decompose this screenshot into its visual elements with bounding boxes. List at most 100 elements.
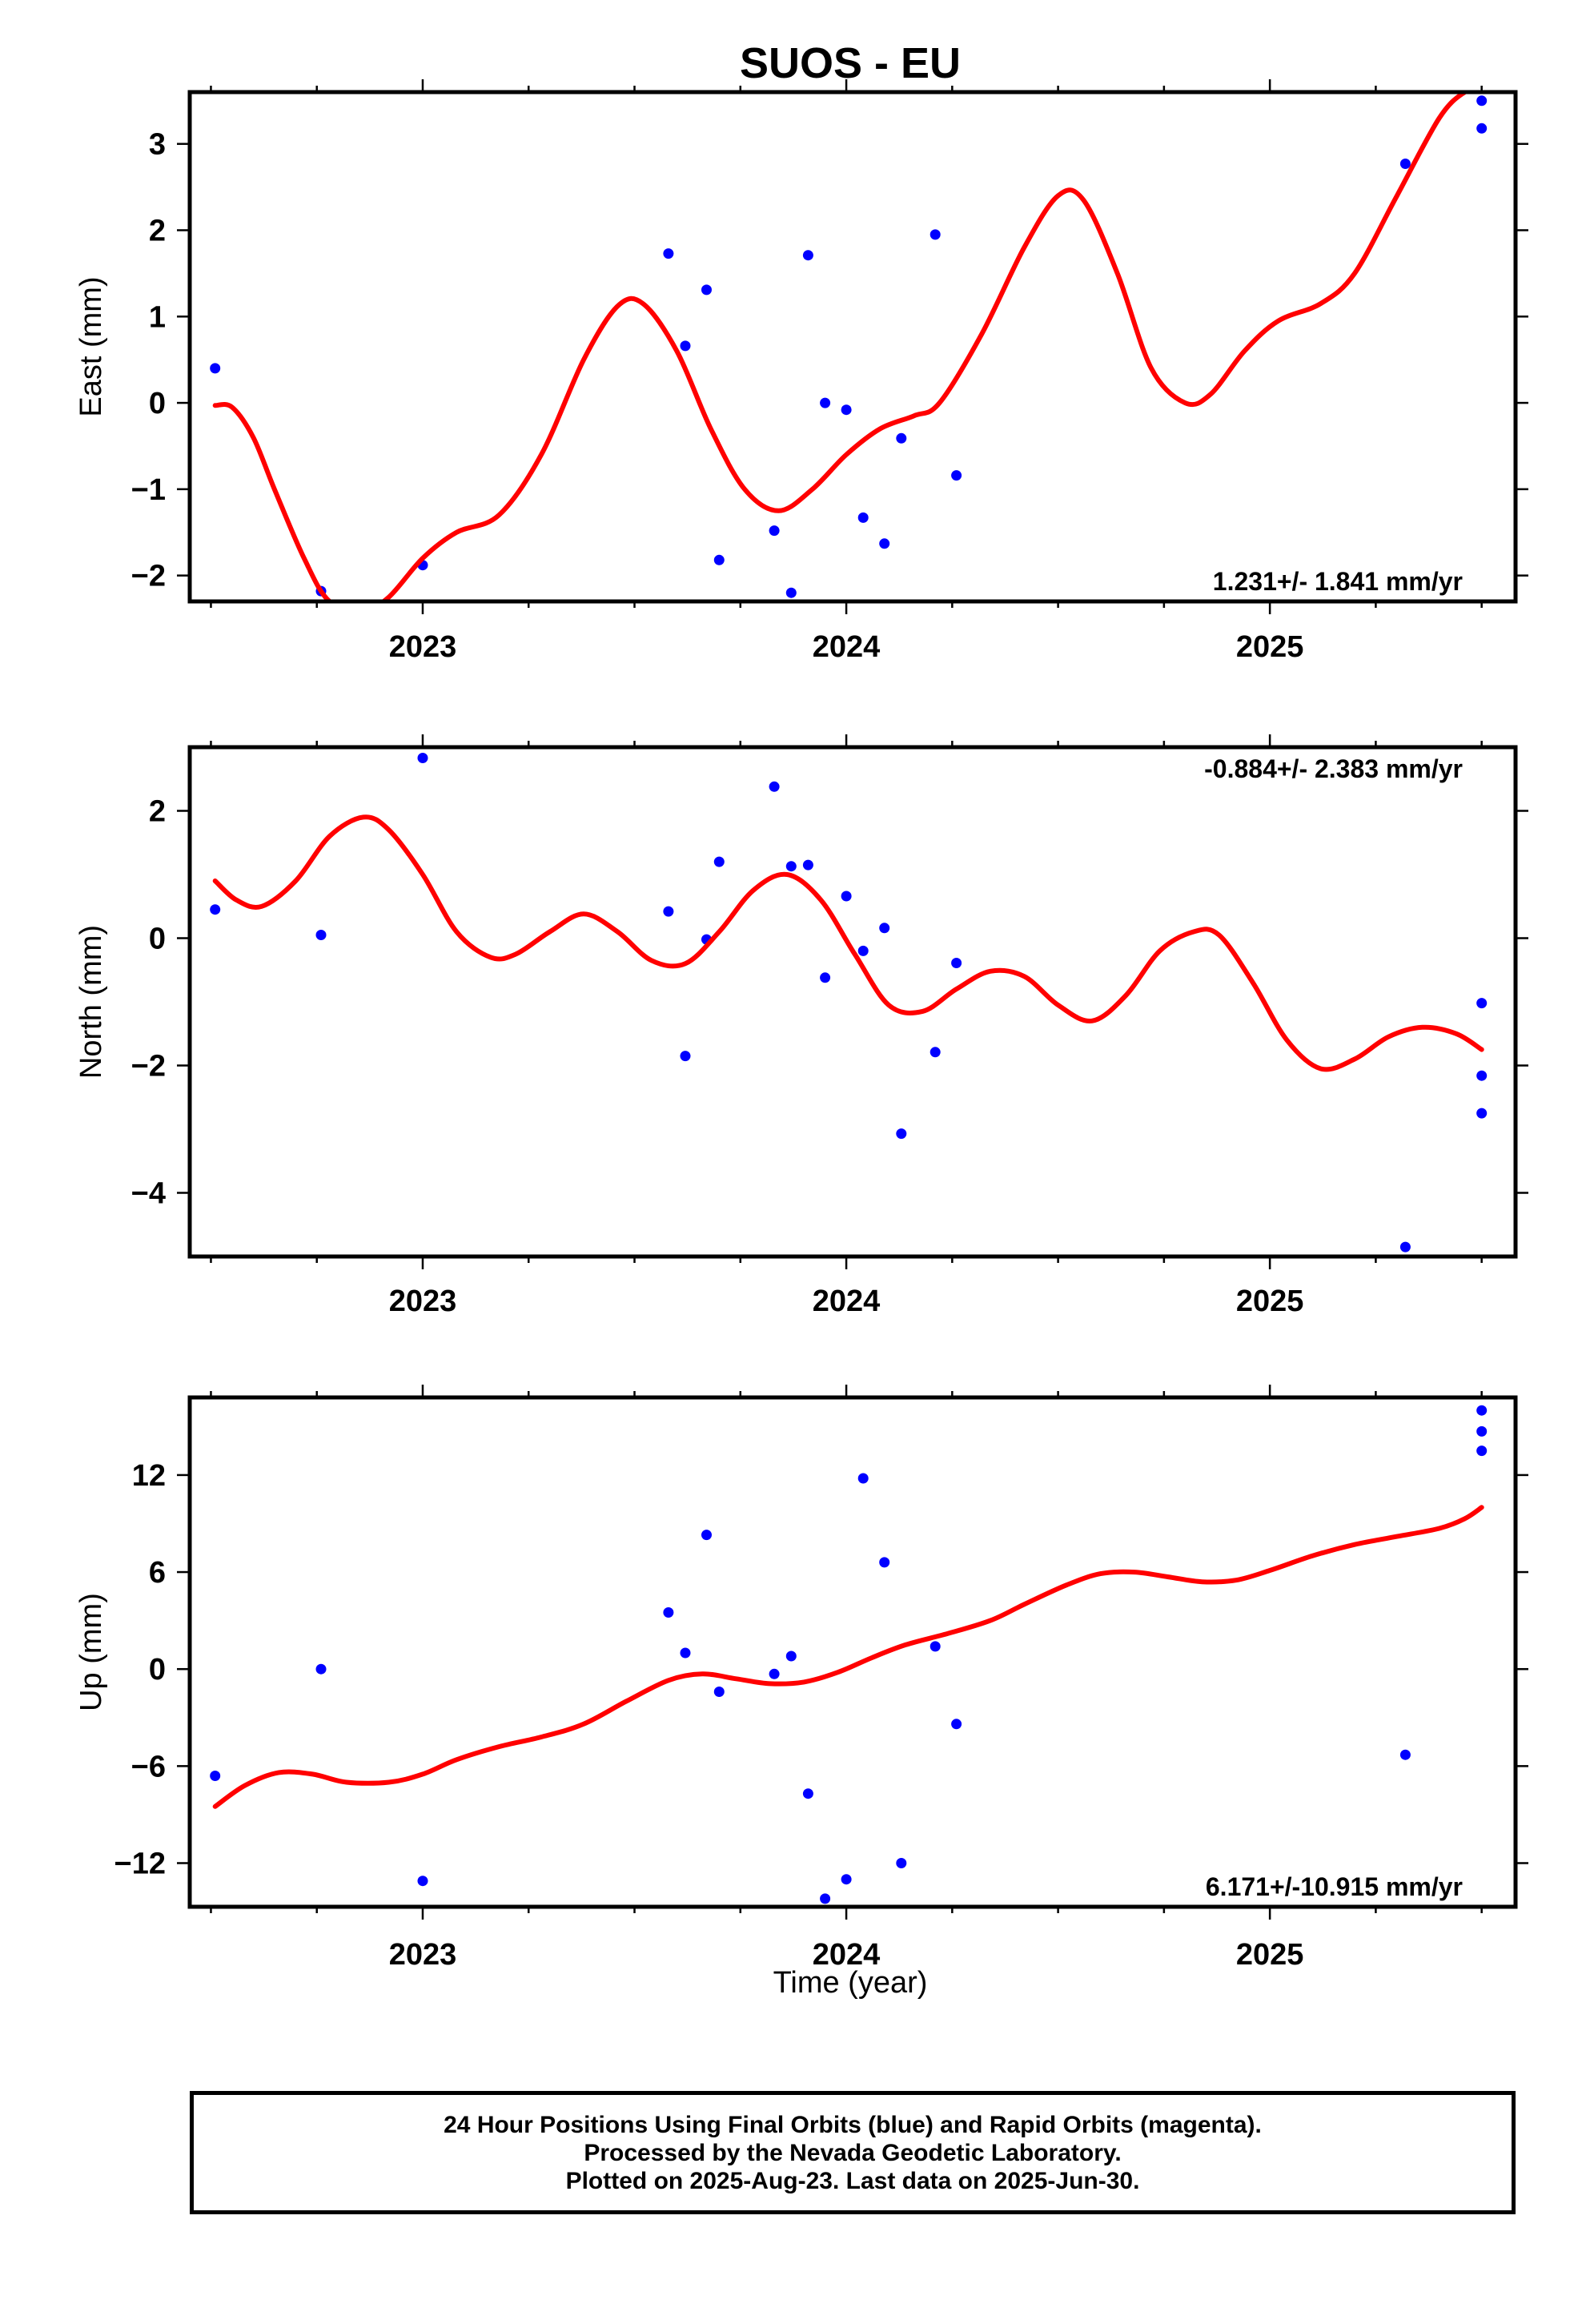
- north-rate-label: -0.884+/- 2.383 mm/yr: [1204, 754, 1463, 783]
- north-data-point: [713, 856, 725, 867]
- east-y-tick-label: 3: [149, 128, 166, 162]
- north-data-point: [1476, 998, 1488, 1009]
- east-data-point: [701, 284, 712, 296]
- up-data-point: [802, 1788, 813, 1799]
- north-x-tick-label: 2024: [813, 1285, 881, 1318]
- east-data-point: [802, 250, 813, 261]
- up-data-point: [785, 1651, 797, 1662]
- east-data-point: [680, 340, 691, 352]
- caption-box: 24 Hour Positions Using Final Orbits (bl…: [190, 2091, 1516, 2214]
- east-data-point: [1476, 95, 1488, 107]
- north-y-tick-label: 0: [149, 923, 166, 956]
- up-fit-line: [212, 1505, 1484, 1809]
- north-data-point: [879, 923, 890, 934]
- north-y-tick-label: −4: [131, 1177, 166, 1211]
- up-rate-label: 6.171+/-10.915 mm/yr: [1206, 1872, 1463, 1901]
- east-data-point: [785, 587, 797, 598]
- up-y-tick-label: 12: [132, 1459, 166, 1493]
- east-data-point: [713, 554, 725, 565]
- up-y-axis-label: Up (mm): [74, 1593, 108, 1711]
- north-data-point: [1476, 1108, 1488, 1119]
- north-data-point: [785, 861, 797, 872]
- up-data-point: [417, 1876, 428, 1887]
- east-points: [210, 95, 1488, 598]
- up-data-point: [1476, 1425, 1488, 1437]
- east-y-tick-label: 1: [149, 300, 166, 334]
- up-data-point: [820, 1893, 831, 1904]
- east-data-point: [663, 248, 674, 259]
- north-data-point: [417, 753, 428, 763]
- x-axis-label: Time (year): [773, 1966, 928, 2000]
- north-x-tick-label: 2023: [389, 1285, 457, 1318]
- north-y-tick-label: −2: [131, 1050, 166, 1084]
- north-data-point: [896, 1128, 907, 1140]
- east-frame: [187, 90, 1518, 604]
- up-data-point: [663, 1607, 674, 1618]
- east-data-point: [951, 470, 962, 481]
- east-panel: 2023 2024 2025 −2 −1 0 1 2 3 East (mm) 1.231+/- 1.…: [74, 79, 1528, 664]
- east-rate-label: 1.231+/- 1.841 mm/yr: [1213, 567, 1463, 596]
- east-x-tick-label: 2025: [1236, 630, 1304, 664]
- up-data-point: [769, 1668, 780, 1679]
- north-points: [210, 753, 1488, 1252]
- up-y-tick-label: −6: [131, 1750, 166, 1783]
- up-data-point: [1476, 1445, 1488, 1457]
- north-data-point: [769, 781, 780, 792]
- up-data-point: [713, 1687, 725, 1697]
- north-data-point: [841, 891, 852, 902]
- north-data-point: [857, 945, 869, 956]
- north-fit-line: [212, 814, 1484, 1072]
- east-y-tick-label: −1: [131, 473, 166, 507]
- east-y-tick-label: 2: [149, 214, 166, 247]
- up-y-tick-label: 6: [149, 1556, 166, 1590]
- north-y-tick-label: 2: [149, 795, 166, 829]
- up-y-tick-label: 0: [149, 1653, 166, 1687]
- east-data-point: [896, 432, 907, 444]
- east-data-point: [879, 538, 890, 549]
- north-data-point: [663, 906, 674, 917]
- east-data-point: [857, 512, 869, 523]
- up-data-point: [857, 1473, 869, 1484]
- east-data-point: [210, 363, 221, 374]
- north-data-point: [210, 904, 221, 915]
- chart-title: SUOS - EU: [740, 39, 961, 87]
- up-x-tick-label: 2025: [1236, 1938, 1304, 1972]
- caption-line-3: Plotted on 2025-Aug-23. Last data on 202…: [565, 2167, 1140, 2194]
- east-y-axis-label: East (mm): [74, 276, 108, 416]
- east-y-tick-label: −2: [131, 560, 166, 593]
- east-data-point: [769, 525, 780, 537]
- north-data-point: [1399, 1241, 1411, 1252]
- north-data-point: [1476, 1070, 1488, 1081]
- up-data-point: [896, 1858, 907, 1868]
- north-x-tick-label: 2025: [1236, 1285, 1304, 1318]
- east-data-point: [820, 397, 831, 408]
- east-data-point: [841, 404, 852, 416]
- up-data-point: [1399, 1749, 1411, 1760]
- north-data-point: [802, 859, 813, 870]
- up-x-tick-label: 2024: [813, 1938, 881, 1972]
- east-y-tick-label: 0: [149, 387, 166, 420]
- north-data-point: [930, 1047, 941, 1058]
- up-data-point: [879, 1557, 890, 1568]
- east-x-tick-label: 2024: [813, 630, 881, 664]
- east-data-point: [930, 229, 941, 240]
- caption-line-1: 24 Hour Positions Using Final Orbits (bl…: [444, 2111, 1262, 2138]
- up-data-point: [701, 1530, 712, 1541]
- north-data-point: [680, 1051, 691, 1062]
- north-data-point: [315, 930, 327, 940]
- up-data-point: [680, 1647, 691, 1659]
- up-y-tick-label: −12: [114, 1847, 166, 1880]
- up-data-point: [315, 1663, 327, 1675]
- up-data-point: [210, 1771, 221, 1781]
- up-data-point: [1476, 1405, 1488, 1416]
- up-frame: [187, 1395, 1518, 1909]
- up-panel: 2023 2024 2025 −12 −6 0 6 12 Up (mm) 6.171+/-10.9…: [74, 1385, 1528, 1972]
- east-data-point: [1476, 123, 1488, 134]
- up-data-point: [841, 1874, 852, 1885]
- east-data-point: [1399, 159, 1411, 169]
- up-x-tick-label: 2023: [389, 1938, 457, 1972]
- up-data-point: [930, 1641, 941, 1652]
- caption-line-2: Processed by the Nevada Geodetic Laborat…: [584, 2139, 1122, 2166]
- up-points: [210, 1405, 1488, 1904]
